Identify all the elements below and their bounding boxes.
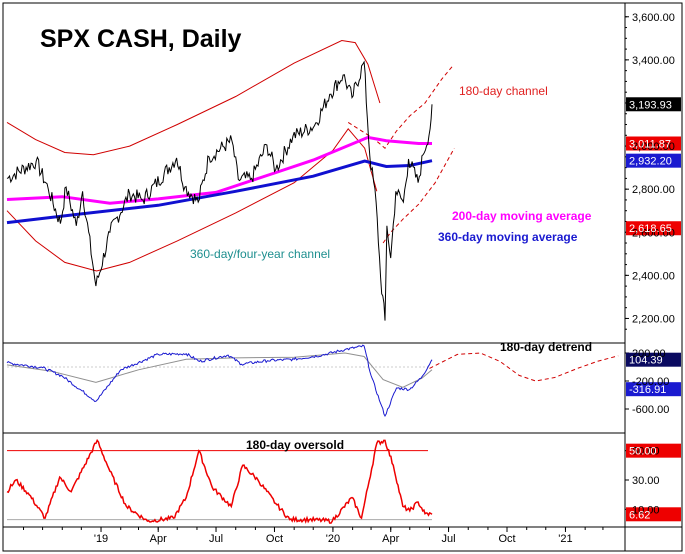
series-ma200 [6, 135, 432, 205]
x-tick-label: Apr [150, 533, 167, 545]
price-y-tick-label: 2,600.00 [632, 227, 675, 239]
price-y-tick-label: 3,000.00 [632, 141, 675, 153]
chart-title: SPX CASH, Daily [40, 25, 242, 53]
chart-marks [6, 16, 681, 532]
oversold-y-tick-label: 10.00 [632, 504, 660, 516]
price-badge-label: 2,618.65 [629, 223, 672, 235]
series-price [6, 60, 433, 321]
detrend-badge-bg [626, 352, 681, 367]
x-tick-label: Jul [442, 533, 456, 545]
price-y-tick-label: 3,400.00 [632, 55, 675, 67]
x-tick-label: Oct [498, 533, 515, 545]
price-badge-label: 3,011.87 [629, 139, 671, 151]
x-tick-label: Apr [382, 533, 399, 545]
oversold-badge-bg [626, 443, 681, 458]
price-y-tick-label: 3,600.00 [632, 12, 675, 24]
detrend-y-tick-label: 200.00 [632, 348, 666, 360]
detrend-badge-label: -316.91 [629, 384, 666, 396]
price-badge-bg [626, 221, 681, 236]
x-tick-label: Oct [266, 533, 283, 545]
x-tick-label: Jul [209, 533, 223, 545]
price-badge-bg [626, 136, 681, 151]
annotation-180-day-detrend: 180-day detrend [500, 340, 592, 354]
detrend-badge-label: 104.39 [629, 355, 663, 367]
price-badge-bg [626, 97, 681, 112]
annotation-200-day-moving-average: 200-day moving average [452, 209, 592, 223]
oversold-y-tick-label: 30.00 [632, 475, 660, 487]
annotation-360-day-moving-average: 360-day moving average [438, 230, 578, 244]
series-channel180-upper [347, 65, 453, 149]
annotation-180-day-oversold: 180-day oversold [246, 438, 344, 452]
price-badge-bg [626, 153, 681, 168]
x-tick-label: '20 [326, 533, 340, 545]
price-y-tick-label: 2,200.00 [632, 313, 675, 325]
price-y-tick-label: 2,800.00 [632, 184, 675, 196]
detrend-badge-bg [626, 382, 681, 397]
detrend-y-tick-label: -600.00 [632, 404, 669, 416]
series-detrend-projection [429, 352, 619, 382]
chart-labels: 2,200.00 2,400.00 2,600.00 2,800.00 3,000.00… [40, 12, 675, 545]
price-y-tick-label: 2,400.00 [632, 270, 675, 282]
x-tick-label: '19 [94, 533, 108, 545]
annotation-360-day-four-year-channel: 360-day/four-year channel [190, 247, 330, 261]
series-channel180-lower [382, 147, 455, 244]
oversold-badge-bg [626, 507, 681, 522]
series-ma360 [6, 159, 433, 225]
price-y-tick-label: 3,200.00 [632, 98, 675, 110]
price-badge-label: 2,932.20 [629, 156, 672, 168]
oversold-badge-label: 6.62 [629, 509, 650, 521]
series-channel360-lower [6, 127, 378, 272]
oversold-y-tick-label: 50.00 [632, 446, 660, 458]
annotation-180-day-channel: 180-day channel [459, 84, 548, 98]
price-badge-label: 3,193.93 [629, 99, 672, 111]
oversold-badge-label: 50.00 [629, 446, 657, 458]
detrend-y-tick-label: -200.00 [632, 376, 669, 388]
x-tick-label: '21 [558, 533, 572, 545]
series-detrend-smooth [6, 352, 433, 388]
series-oversold [6, 438, 433, 524]
series-channel360-upper [6, 39, 381, 156]
series-detrend [6, 344, 433, 418]
